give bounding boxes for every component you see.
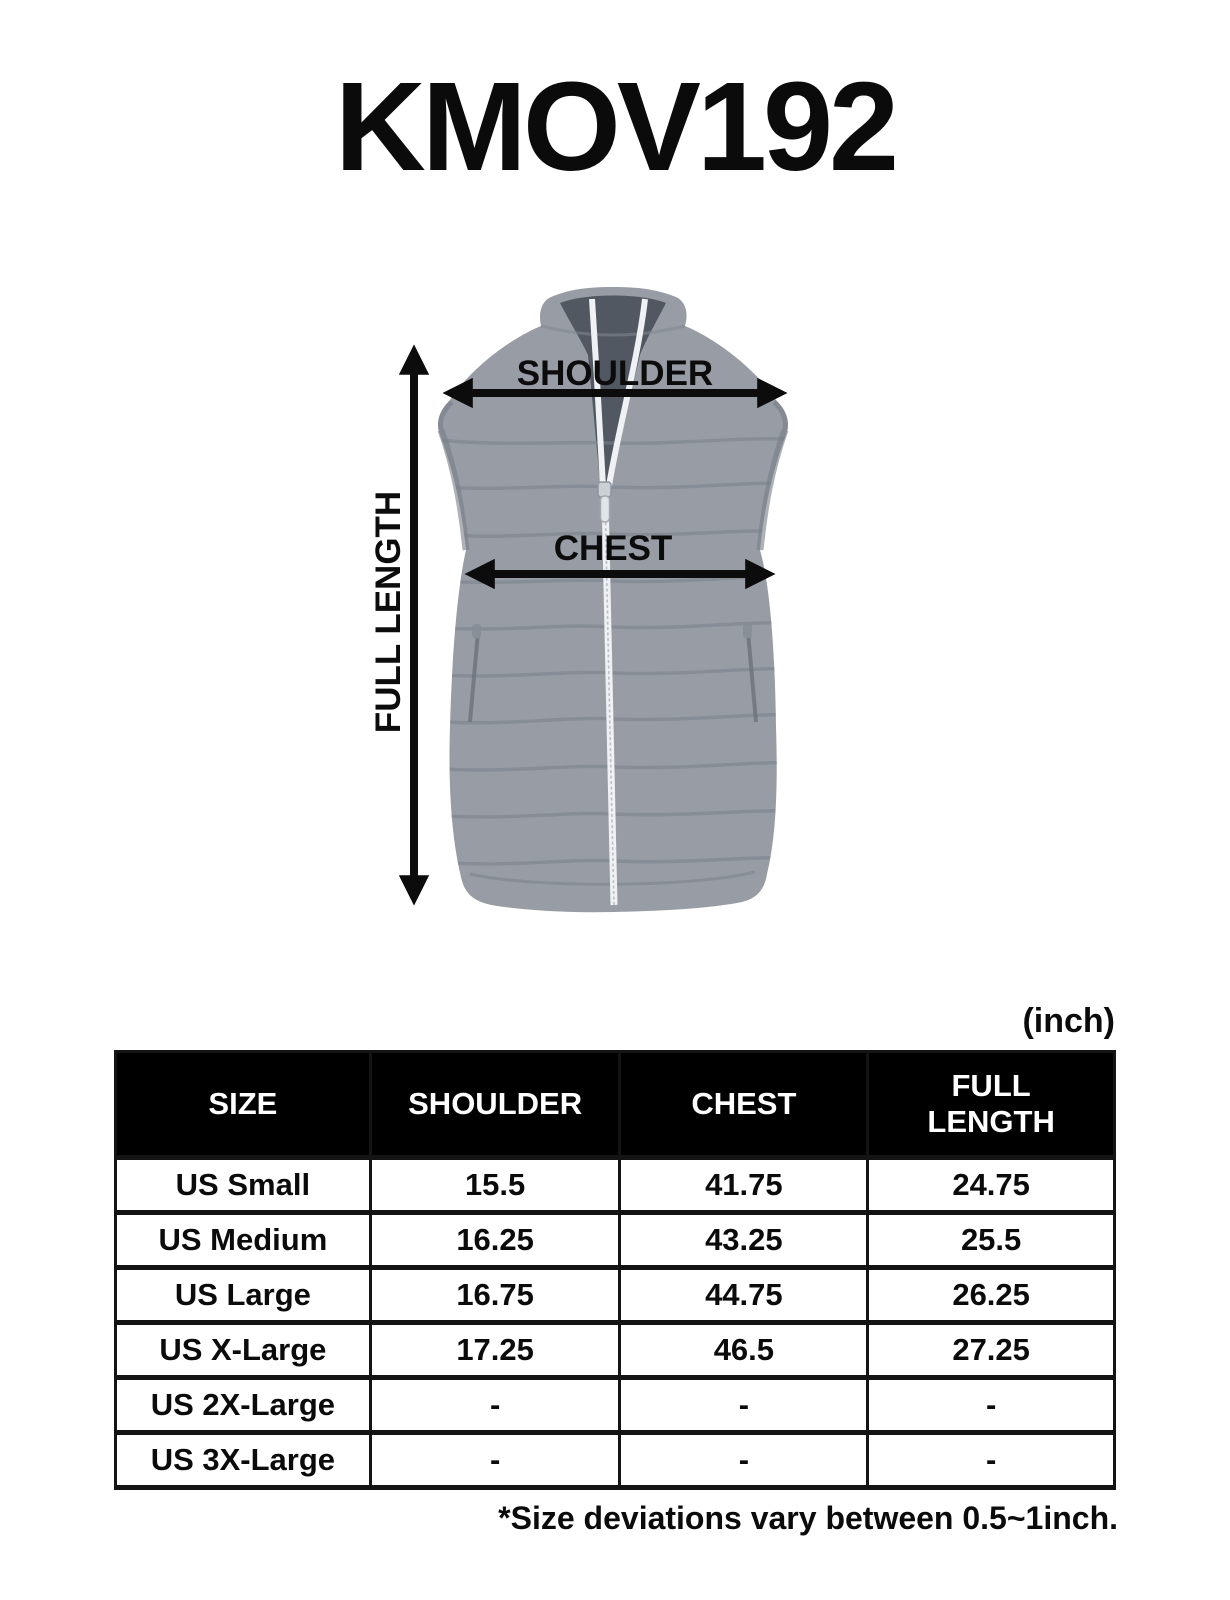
zipper-pull	[597, 481, 612, 523]
cell-chest: 44.75	[618, 1266, 870, 1325]
shoulder-label: SHOULDER	[517, 354, 713, 393]
shoulder-arrow: SHOULDER	[442, 354, 788, 409]
measurement-diagram: FULL LENGTH SHOULDER CHEST	[369, 287, 789, 913]
cell-shoulder: 16.25	[368, 1211, 622, 1270]
vest-illustration	[437, 287, 789, 913]
cell-size: US Medium	[114, 1211, 372, 1270]
cell-full-length: 25.5	[866, 1211, 1116, 1270]
header-full-length: FULL LENGTH	[866, 1050, 1116, 1160]
header-size: SIZE	[114, 1050, 372, 1160]
header-full-length-text: FULL LENGTH	[927, 1067, 1055, 1139]
chest-label: CHEST	[554, 529, 673, 568]
vest-collar-seam	[540, 324, 686, 337]
chest-arrow: CHEST	[464, 529, 776, 590]
full-length-label: FULL LENGTH	[369, 491, 408, 733]
table-row: US 2X-Large - - -	[114, 1376, 1116, 1435]
cell-full-length: -	[866, 1376, 1116, 1435]
cell-chest: 46.5	[618, 1321, 870, 1380]
table-row: US Medium 16.25 43.25 25.5	[114, 1211, 1116, 1270]
cell-size: US 2X-Large	[114, 1376, 372, 1435]
unit-label: (inch)	[1022, 1002, 1115, 1040]
vest-pocket-zipper-left	[468, 631, 480, 723]
page-title: KMOV192	[334, 56, 899, 197]
table-row: US Small 15.5 41.75 24.75	[114, 1156, 1116, 1215]
cell-chest: 41.75	[618, 1156, 870, 1215]
cell-chest: -	[618, 1376, 870, 1435]
size-table: SIZE SHOULDER CHEST FULL LENGTH US Small…	[114, 1050, 1116, 1490]
cell-full-length: 27.25	[866, 1321, 1116, 1380]
cell-shoulder: 15.5	[368, 1156, 622, 1215]
table-row: US Large 16.75 44.75 26.25	[114, 1266, 1116, 1325]
cell-shoulder: -	[368, 1431, 622, 1490]
table-header-row: SIZE SHOULDER CHEST FULL LENGTH	[114, 1050, 1116, 1160]
cell-chest: 43.25	[618, 1211, 870, 1270]
cell-size: US Large	[114, 1266, 372, 1325]
size-deviation-note: *Size deviations vary between 0.5~1inch.	[498, 1500, 1118, 1536]
vest-pocket-zipper-right	[746, 631, 758, 723]
cell-size: US X-Large	[114, 1321, 372, 1380]
cell-chest: -	[618, 1431, 870, 1490]
cell-shoulder: -	[368, 1376, 622, 1435]
table-row: US 3X-Large - - -	[114, 1431, 1116, 1490]
cell-full-length: 24.75	[866, 1156, 1116, 1215]
vest-pocket-zippers	[468, 624, 758, 723]
cell-size: US 3X-Large	[114, 1431, 372, 1490]
cell-size: US Small	[114, 1156, 372, 1215]
cell-shoulder: 16.75	[368, 1266, 622, 1325]
cell-full-length: 26.25	[866, 1266, 1116, 1325]
full-length-arrow: FULL LENGTH	[369, 344, 430, 906]
header-chest: CHEST	[618, 1050, 870, 1160]
cell-full-length: -	[866, 1431, 1116, 1490]
cell-shoulder: 17.25	[368, 1321, 622, 1380]
header-shoulder: SHOULDER	[368, 1050, 622, 1160]
table-row: US X-Large 17.25 46.5 27.25	[114, 1321, 1116, 1380]
